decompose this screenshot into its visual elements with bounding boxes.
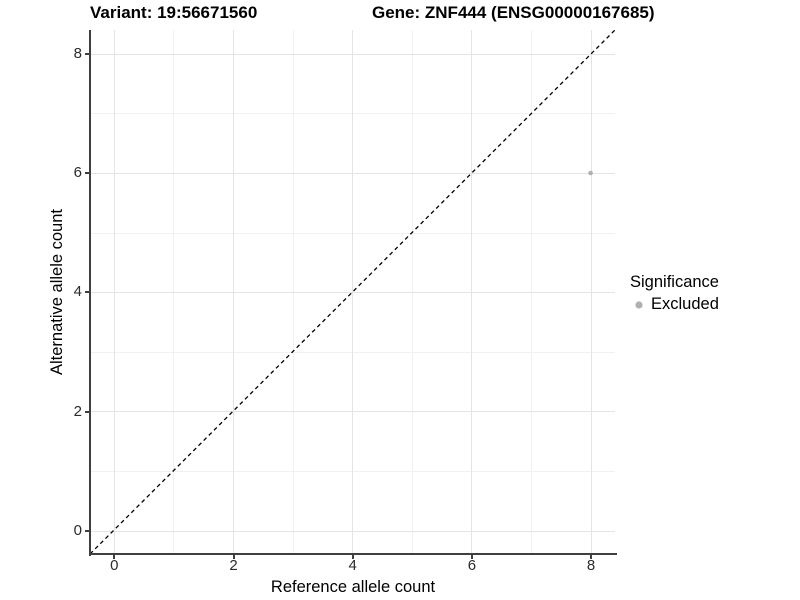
x-tick-label-4: 4 bbox=[348, 557, 357, 574]
x-tick-8 bbox=[590, 554, 593, 559]
x-tick-4 bbox=[351, 554, 354, 559]
y-tick-label-2: 2 bbox=[73, 402, 82, 420]
major-gridline-y6 bbox=[90, 173, 615, 174]
y-tick-4 bbox=[84, 291, 89, 294]
y-axis-label: Alternative allele count bbox=[48, 209, 66, 376]
identity-reference-line bbox=[90, 30, 615, 554]
y-tick-2 bbox=[84, 410, 89, 413]
legend-item-label: Excluded bbox=[651, 295, 719, 313]
y-tick-label-6: 6 bbox=[73, 164, 82, 182]
major-gridline-y8 bbox=[90, 53, 615, 55]
y-tick-8 bbox=[84, 52, 89, 55]
x-axis-line bbox=[88, 552, 617, 555]
y-tick-label-4: 4 bbox=[73, 283, 82, 301]
panel-canvas bbox=[90, 30, 615, 554]
data-point-8-6 bbox=[588, 170, 593, 176]
y-tick-6 bbox=[84, 172, 89, 175]
y-axis-line bbox=[88, 30, 91, 556]
x-tick-label-6: 6 bbox=[467, 557, 477, 574]
minor-gridline-x7 bbox=[531, 30, 532, 554]
x-tick-label-0: 0 bbox=[110, 557, 119, 574]
x-axis-label: Reference allele count bbox=[270, 578, 436, 596]
minor-gridline-x1 bbox=[173, 30, 175, 554]
major-gridline-x0 bbox=[113, 30, 115, 554]
x-tick-2 bbox=[232, 554, 235, 559]
major-gridline-x2 bbox=[233, 30, 234, 554]
major-gridline-x4 bbox=[352, 30, 354, 554]
legend-item-excluded: Excluded bbox=[632, 295, 719, 314]
variant-title: Variant: 19:56671560 bbox=[90, 3, 258, 22]
major-gridline-x6 bbox=[471, 30, 473, 554]
major-gridline-x8 bbox=[590, 30, 592, 554]
plot-panel bbox=[90, 30, 615, 554]
x-tick-label-8: 8 bbox=[586, 557, 596, 574]
legend-title: Significance bbox=[630, 273, 719, 291]
gene-title: Gene: ZNF444 (ENSG00000167685) bbox=[372, 3, 655, 22]
legend-key-dot-icon bbox=[635, 300, 643, 309]
major-gridline-y2 bbox=[90, 411, 615, 413]
y-tick-label-0: 0 bbox=[73, 521, 82, 539]
y-tick-0 bbox=[84, 529, 89, 532]
minor-gridline-x5 bbox=[411, 30, 413, 554]
minor-gridline-x3 bbox=[292, 30, 294, 554]
major-gridline-y4 bbox=[90, 292, 615, 294]
legend: Significance Excluded bbox=[630, 273, 719, 314]
x-tick-6 bbox=[470, 554, 473, 559]
x-tick-0 bbox=[113, 554, 116, 559]
major-gridline-y0 bbox=[90, 530, 615, 532]
y-tick-label-8: 8 bbox=[73, 45, 82, 62]
x-tick-label-2: 2 bbox=[229, 557, 238, 574]
